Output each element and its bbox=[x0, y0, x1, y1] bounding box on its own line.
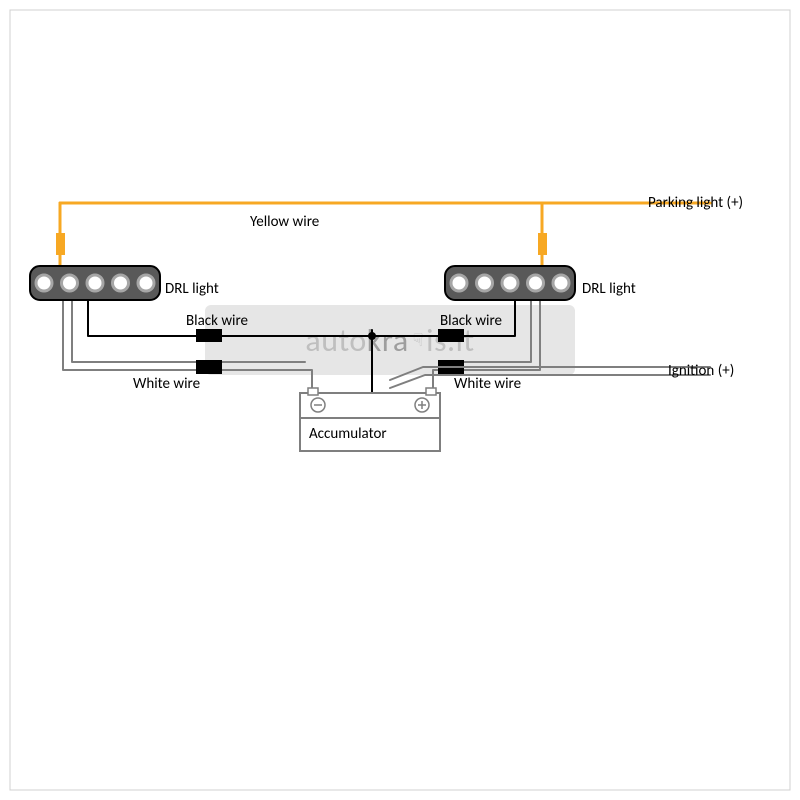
label-accumulator: Accumulator bbox=[309, 425, 387, 443]
label-drl-right: DRL light bbox=[582, 280, 636, 298]
label-white-wire-right: White wire bbox=[454, 375, 521, 393]
label-white-wire-left: White wire bbox=[133, 375, 200, 393]
label-parking-light: Parking light (+) bbox=[648, 194, 743, 212]
label-drl-left: DRL light bbox=[165, 280, 219, 298]
wiring-diagram-canvas bbox=[0, 0, 800, 800]
label-black-wire-right: Black wire bbox=[440, 312, 502, 330]
label-ignition: Ignition (+) bbox=[668, 362, 734, 380]
label-yellow-wire: Yellow wire bbox=[250, 213, 319, 231]
label-black-wire-left: Black wire bbox=[186, 312, 248, 330]
